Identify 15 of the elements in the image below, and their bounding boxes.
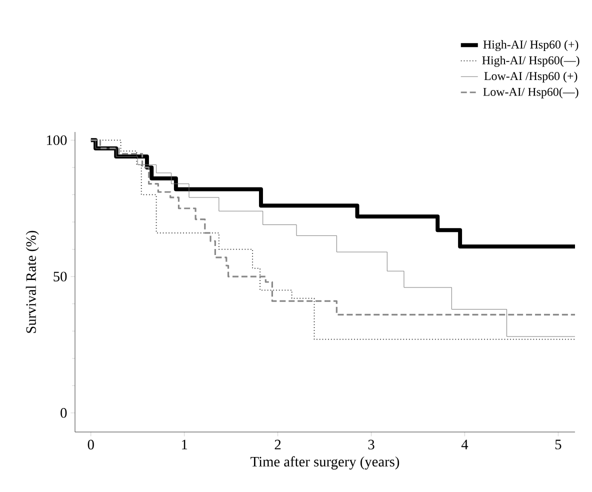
y-tick-label: 50 xyxy=(54,272,67,282)
y-axis-title: Survival Rate (%) xyxy=(26,230,39,333)
legend-label: High-AI/ Hsp60 (+) xyxy=(483,40,578,52)
legend-label: High-AI/ Hsp60(—) xyxy=(482,56,580,67)
x-tick-label: 4 xyxy=(461,440,468,450)
x-tick-label: 0 xyxy=(88,440,94,450)
y-tick-label: 0 xyxy=(60,408,67,418)
x-tick-label: 5 xyxy=(555,440,562,450)
y-tick-label: 100 xyxy=(46,135,67,146)
x-tick-label: 2 xyxy=(274,440,281,450)
x-axis-title: Time after surgery (years) xyxy=(250,456,400,470)
legend-label: Low-AI/ Hsp60(—) xyxy=(483,87,578,98)
x-tick-label: 3 xyxy=(368,440,374,450)
x-tick-label: 1 xyxy=(182,440,188,450)
legend-label: Low-AI /Hsp60 (+) xyxy=(484,72,578,83)
